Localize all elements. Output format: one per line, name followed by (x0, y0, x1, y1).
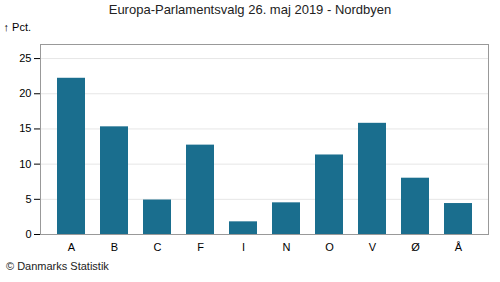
svg-text:5: 5 (25, 193, 31, 205)
svg-text:0: 0 (25, 228, 31, 240)
svg-text:V: V (369, 241, 377, 253)
svg-text:F: F (197, 241, 204, 253)
svg-text:A: A (68, 241, 76, 253)
svg-text:25: 25 (19, 52, 31, 64)
svg-text:O: O (325, 241, 334, 253)
svg-text:C: C (154, 241, 162, 253)
html-text:© Danmarks Statistik: © Danmarks Statistik (6, 260, 109, 272)
svg-text:N: N (283, 241, 291, 253)
svg-text:↑ Pct.: ↑ Pct. (4, 21, 32, 33)
svg-text:Ø: Ø (411, 241, 420, 253)
svg-text:Å: Å (455, 241, 463, 253)
svg-text:15: 15 (19, 122, 31, 134)
svg-text:B: B (111, 241, 118, 253)
html-text:Europa-Parlamentsvalg 26. maj: Europa-Parlamentsvalg 26. maj 2019 - Nor… (108, 2, 392, 17)
svg-text:I: I (242, 241, 245, 253)
svg-text:20: 20 (19, 87, 31, 99)
svg-text:10: 10 (19, 158, 31, 170)
